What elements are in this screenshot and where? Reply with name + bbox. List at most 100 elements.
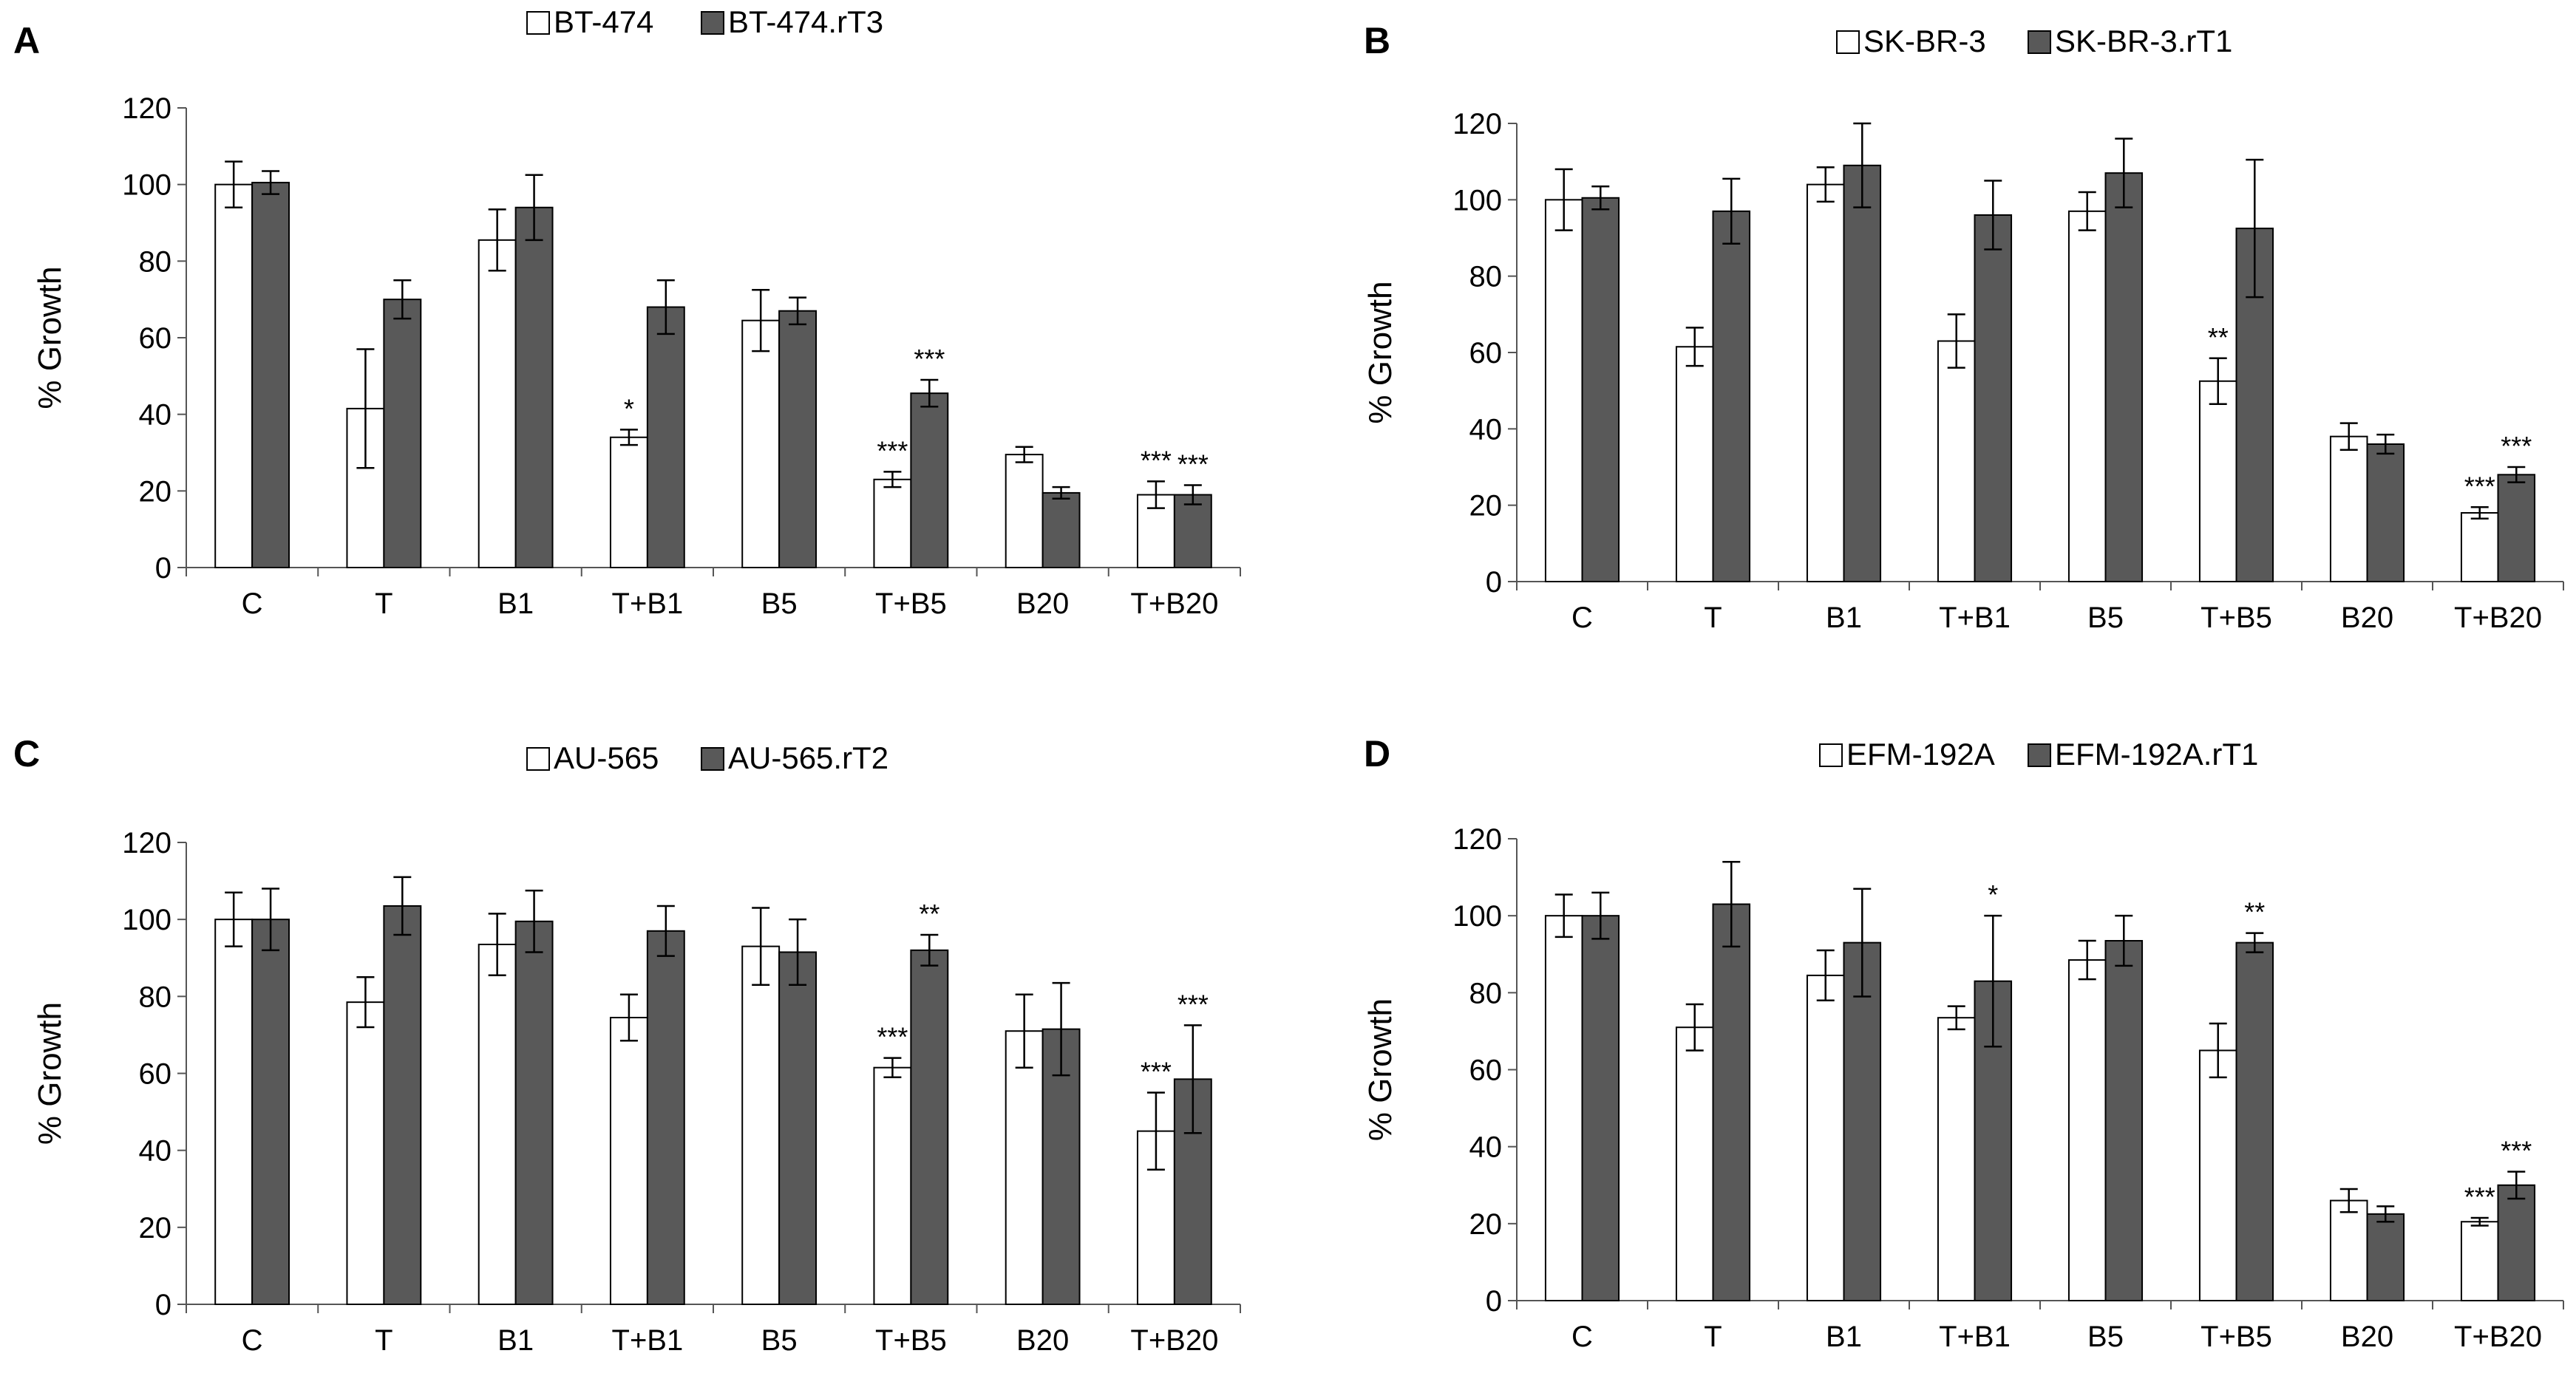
- x-tick-label: T: [375, 1324, 392, 1357]
- bar-parental: [1937, 340, 1976, 582]
- bar-resistant: [1581, 915, 1620, 1301]
- x-tick-label: B20: [2341, 602, 2393, 634]
- legend: SK-BR-3 SK-BR-3.rT1: [1836, 24, 2232, 58]
- bar-parental: [873, 478, 912, 568]
- bar-parental: [1005, 454, 1044, 569]
- bar-resistant: [514, 920, 554, 1306]
- bar-resistant: [1712, 903, 1751, 1301]
- legend-label-parental: SK-BR-3: [1863, 24, 1986, 58]
- bar-parental: [478, 239, 517, 568]
- bar-resistant: [383, 299, 422, 568]
- x-tick-label: B5: [2087, 1321, 2124, 1353]
- y-axis-label: % Growth: [1362, 281, 1399, 423]
- x-tick-label: B20: [2341, 1321, 2393, 1353]
- legend-label-resistant: AU-565.rT2: [728, 740, 888, 775]
- chart-panel-c: C AU-565 AU-565.rT2 % Growth 0 20 40 60 80 100 120…: [13, 733, 1241, 1357]
- x-tick-label: C: [1571, 602, 1593, 634]
- bar-parental: [873, 1066, 912, 1305]
- significance-marker: ***: [1141, 1057, 1172, 1087]
- x-tick-label: T: [375, 587, 392, 620]
- bar-resistant: [910, 949, 949, 1306]
- y-tick-label: 80: [1469, 261, 1503, 293]
- y-tick-label: 40: [139, 1135, 172, 1168]
- panel-letter: D: [1364, 733, 1390, 774]
- bar-resistant: [646, 306, 685, 568]
- x-tick-label: B1: [497, 1324, 534, 1357]
- legend-swatch-parental: [526, 11, 550, 35]
- legend-label-parental: EFM-192A: [1846, 737, 1995, 772]
- x-tick-label: B5: [761, 587, 798, 620]
- bar-parental: [741, 945, 781, 1305]
- legend-label-resistant: BT-474.rT3: [728, 4, 883, 39]
- bar-resistant: [1712, 210, 1751, 582]
- legend: BT-474 BT-474.rT3: [526, 4, 883, 39]
- y-tick-label: 40: [1469, 1131, 1503, 1164]
- bar-parental: [1675, 346, 1714, 582]
- legend-swatch-parental: [526, 747, 550, 771]
- y-tick-label: 120: [1452, 823, 1502, 856]
- bar-resistant: [383, 905, 422, 1305]
- y-tick-label: 60: [1469, 337, 1503, 369]
- bar-resistant: [646, 930, 685, 1305]
- y-tick-label: 120: [122, 827, 171, 859]
- bar-resistant: [1843, 164, 1882, 583]
- bar-parental: [2460, 1221, 2499, 1301]
- significance-marker: **: [2208, 322, 2229, 352]
- bar-resistant: [910, 392, 949, 568]
- x-tick-label: T: [1704, 602, 1722, 634]
- bar-parental: [2067, 210, 2107, 582]
- bar-parental: [2460, 512, 2499, 582]
- bar-parental: [1675, 1026, 1714, 1302]
- bar-parental: [1806, 183, 1845, 582]
- x-tick-label: T+B1: [1939, 1321, 2011, 1353]
- bar-parental: [478, 944, 517, 1306]
- significance-marker: ***: [1177, 989, 1209, 1019]
- legend-swatch-parental: [1819, 743, 1843, 767]
- x-tick-label: B5: [761, 1324, 798, 1357]
- y-tick-label: 0: [1486, 566, 1502, 599]
- bar-resistant: [2366, 1213, 2405, 1301]
- significance-marker: ***: [2501, 1136, 2532, 1166]
- x-tick-label: T+B20: [2454, 1321, 2542, 1353]
- y-axis-label: % Growth: [32, 1002, 68, 1145]
- y-tick-label: 40: [139, 399, 172, 432]
- significance-marker: ***: [1141, 445, 1172, 475]
- y-tick-label: 120: [1452, 108, 1502, 140]
- x-tick-label: C: [242, 587, 263, 620]
- panel-letter: C: [13, 733, 40, 774]
- significance-marker: **: [2244, 897, 2265, 927]
- legend-swatch-resistant: [701, 11, 724, 35]
- significance-marker: ***: [2464, 471, 2495, 501]
- legend-swatch-parental: [1836, 30, 1860, 54]
- bar-parental: [214, 919, 254, 1305]
- significance-marker: ***: [2501, 431, 2532, 461]
- x-tick-label: C: [1571, 1321, 1593, 1353]
- bar-resistant: [1581, 197, 1620, 582]
- y-tick-label: 80: [139, 245, 172, 278]
- panel-letter: A: [13, 20, 40, 61]
- bar-parental: [346, 1001, 385, 1306]
- legend-swatch-resistant: [701, 747, 724, 771]
- x-tick-label: T+B1: [1939, 602, 2011, 634]
- x-tick-label: T+B5: [2201, 1321, 2272, 1353]
- significance-marker: ***: [914, 344, 945, 374]
- bar-parental: [2198, 380, 2237, 582]
- bar-resistant: [251, 182, 290, 568]
- chart-panel-b: B SK-BR-3 SK-BR-3.rT1 % Growth 0 20 40 60 80 100 1…: [1362, 20, 2564, 634]
- bar-resistant: [2497, 474, 2536, 582]
- x-tick-label: T+B1: [612, 1324, 684, 1357]
- y-tick-label: 100: [122, 169, 171, 202]
- legend-label-parental: BT-474: [554, 4, 653, 39]
- chart-panel-d: D EFM-192A EFM-192A.rT1 % Growth 0 20 40 60 80 10…: [1362, 733, 2564, 1353]
- bar-parental: [2198, 1049, 2237, 1302]
- y-tick-label: 100: [1452, 184, 1502, 217]
- chart-panel-a: A BT-474 BT-474.rT3 % Growth 0 20 40 60 80 100 120…: [13, 4, 1241, 620]
- legend: AU-565 AU-565.rT2: [526, 740, 888, 775]
- y-tick-label: 40: [1469, 413, 1503, 446]
- y-tick-label: 0: [155, 1289, 171, 1321]
- legend-swatch-resistant: [2028, 743, 2051, 767]
- bar-resistant: [1041, 1028, 1081, 1305]
- legend-swatch-resistant: [2028, 30, 2051, 54]
- x-tick-label: B5: [2087, 602, 2124, 634]
